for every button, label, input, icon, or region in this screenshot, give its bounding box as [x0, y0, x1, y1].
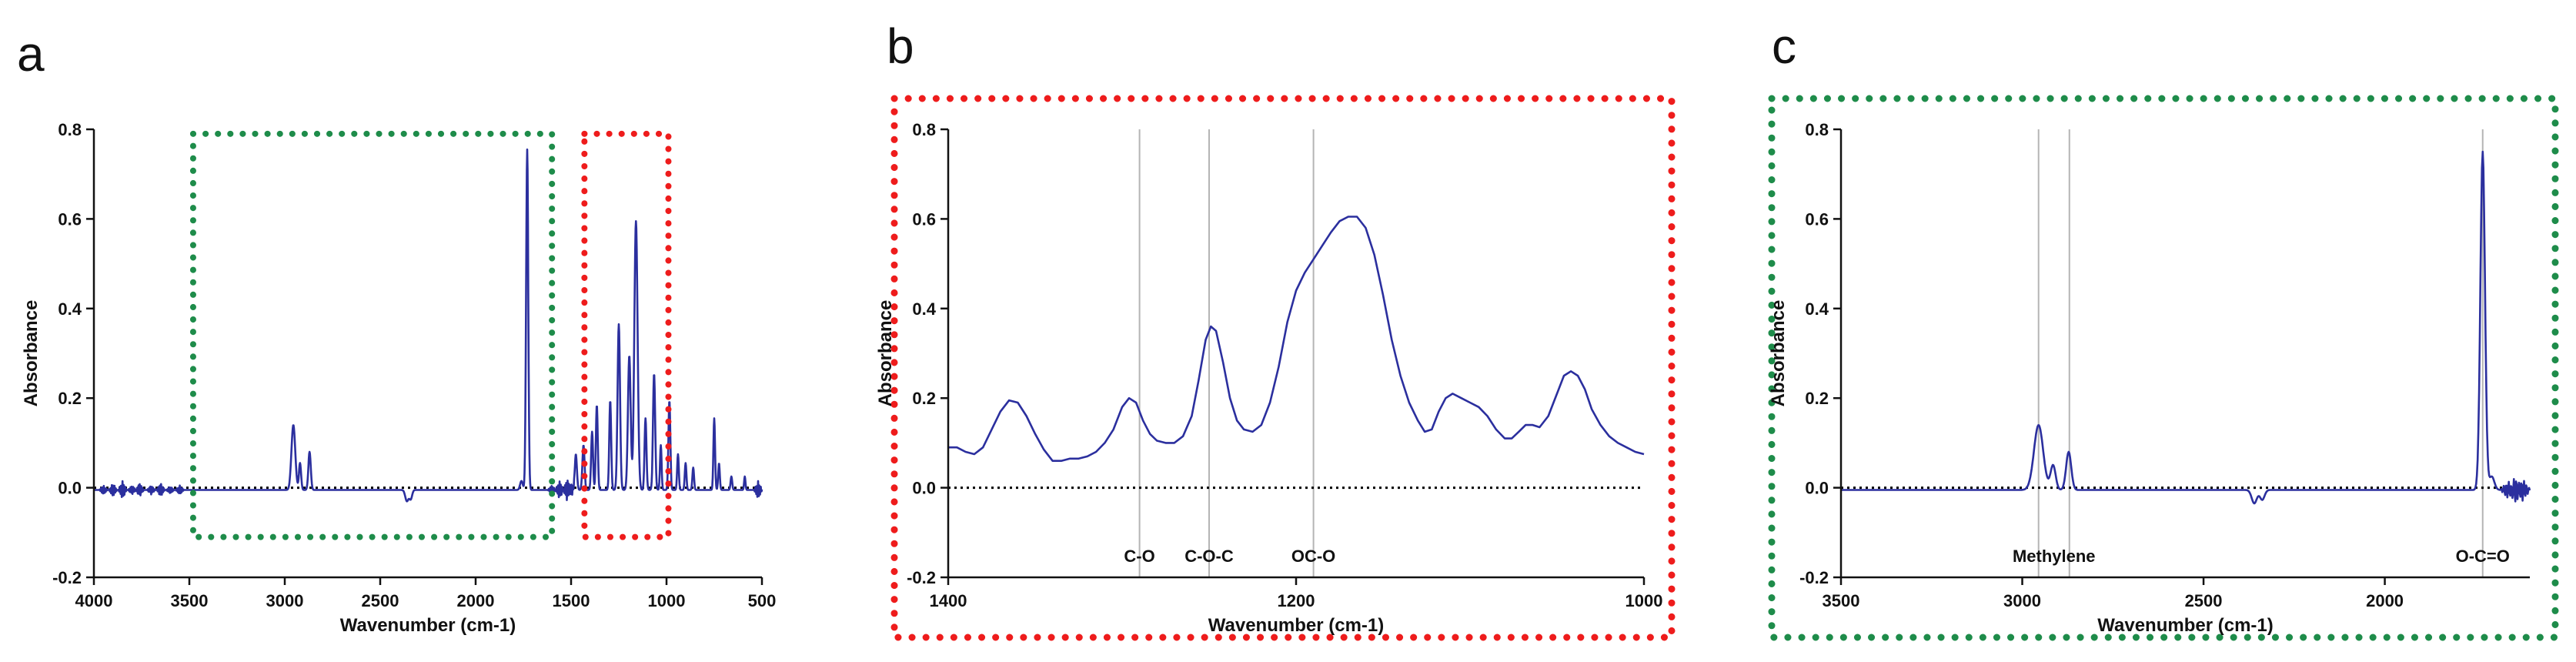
y-tick-label: 0.4 [1805, 299, 1829, 319]
highlight-region-red [581, 130, 672, 540]
x-tick-label: 1400 [930, 591, 967, 610]
y-axis-title: Absorbance [21, 300, 42, 407]
y-axis-title: Absorbance [875, 300, 896, 407]
y-tick-label: 0.6 [912, 209, 936, 229]
y-tick-label: 0.0 [1805, 479, 1829, 498]
y-tick-label: 0.2 [912, 389, 936, 408]
y-tick-label: 0.2 [1805, 389, 1829, 408]
spectrum-line [1840, 150, 2531, 505]
chart-panel-a: -0.2 0.0 0.2 0.4 0.6 0.8 4000 3500 3000 2500 2000 1… [21, 120, 776, 636]
x-tick-label: 2500 [362, 591, 399, 610]
x-axis-title: Wavenumber (cm-1) [2097, 615, 2274, 636]
x-tick-label: 500 [748, 591, 777, 610]
panel-letter-a: a [17, 26, 45, 82]
annotation-label: C-O [1124, 547, 1154, 566]
annotation-label: C-O-C [1184, 547, 1234, 566]
x-tick-label: 2000 [2366, 591, 2404, 610]
annotation-label: OC-O [1291, 547, 1335, 566]
x-tick-label: 1000 [648, 591, 686, 610]
annotation-label: Methylene [2013, 547, 2096, 566]
x-axis-title: Wavenumber (cm-1) [340, 615, 516, 636]
x-tick-label: 1000 [1625, 591, 1663, 610]
y-tick-label: -0.2 [1799, 568, 1829, 587]
x-tick-label: 1500 [553, 591, 590, 610]
y-tick-label: 0.8 [1805, 120, 1829, 139]
y-tick-label: 0.6 [58, 209, 82, 229]
y-tick-label: 0.4 [58, 299, 82, 319]
y-tick-label: 0.0 [912, 479, 936, 498]
y-tick-label: 0.4 [912, 299, 936, 319]
panel-frame-red [890, 95, 1676, 641]
x-tick-label: 2500 [2185, 591, 2223, 610]
panel-letter-c: c [1772, 18, 1796, 74]
y-tick-label: 0.2 [58, 389, 82, 408]
y-tick-label: 0.6 [1805, 209, 1829, 229]
x-tick-label: 2000 [457, 591, 495, 610]
x-tick-label: 4000 [75, 591, 113, 610]
chart-panel-b: -0.2 0.0 0.2 0.4 0.6 0.8 1400 1200 1000 Wavenumbe… [875, 95, 1676, 641]
highlight-region-green [189, 130, 556, 540]
y-tick-label: 0.8 [912, 120, 936, 139]
y-tick-label: -0.2 [907, 568, 936, 587]
y-axis-title: Absorbance [1768, 300, 1789, 407]
y-tick-label: -0.2 [52, 568, 82, 587]
chart-panel-c: -0.2 0.0 0.2 0.4 0.6 0.8 3500 3000 2500 2000 Waven… [1768, 95, 2559, 641]
panel-letter-b: b [887, 18, 914, 74]
x-tick-label: 3000 [2003, 591, 2041, 610]
annotation-label: O-C=O [2456, 547, 2510, 566]
x-tick-label: 3500 [171, 591, 209, 610]
spectrum-line [93, 148, 763, 503]
panel-frame-green [1768, 95, 2559, 641]
x-tick-label: 1200 [1278, 591, 1315, 610]
x-axis-title: Wavenumber (cm-1) [1208, 615, 1385, 636]
spectrum-line [948, 216, 1645, 462]
x-tick-label: 3000 [266, 591, 304, 610]
y-tick-label: 0.8 [58, 120, 82, 139]
x-tick-label: 3500 [1823, 591, 1860, 610]
y-tick-label: 0.0 [58, 479, 82, 498]
